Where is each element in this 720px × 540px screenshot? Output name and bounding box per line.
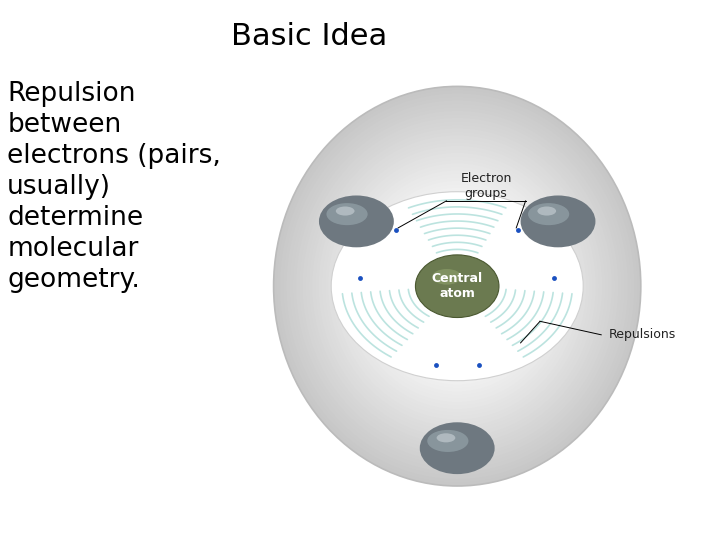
Text: Repulsion
between
electrons (pairs,
usually)
determine
molecular
geometry.: Repulsion between electrons (pairs, usua… [7,81,221,293]
Ellipse shape [344,163,570,409]
Ellipse shape [521,195,595,247]
Ellipse shape [354,174,560,399]
Ellipse shape [283,97,631,476]
Ellipse shape [276,90,638,483]
Ellipse shape [326,203,368,225]
Ellipse shape [289,104,625,469]
Ellipse shape [338,157,577,416]
Ellipse shape [383,205,531,367]
Ellipse shape [402,226,513,346]
Ellipse shape [348,167,567,406]
Ellipse shape [312,129,602,444]
Text: Repulsions: Repulsions [608,328,675,341]
Ellipse shape [300,114,615,458]
Ellipse shape [287,100,628,472]
Ellipse shape [293,107,621,465]
Ellipse shape [373,195,541,377]
Ellipse shape [427,430,469,452]
Ellipse shape [377,198,538,374]
Ellipse shape [392,216,522,356]
Ellipse shape [315,132,599,441]
Ellipse shape [364,184,551,388]
Ellipse shape [379,202,535,370]
Ellipse shape [302,118,612,455]
Ellipse shape [341,160,573,413]
Ellipse shape [399,223,516,349]
Ellipse shape [357,177,557,395]
Ellipse shape [306,122,608,451]
Ellipse shape [328,146,586,427]
Ellipse shape [436,433,455,442]
Ellipse shape [335,153,580,420]
Ellipse shape [325,143,590,430]
Text: Basic Idea: Basic Idea [231,22,388,51]
Ellipse shape [280,93,634,479]
Ellipse shape [390,212,525,360]
Ellipse shape [274,86,641,486]
Ellipse shape [309,125,606,448]
Ellipse shape [331,150,583,423]
Text: Electron
groups: Electron groups [460,172,512,200]
Ellipse shape [432,269,462,285]
Ellipse shape [396,219,518,353]
Ellipse shape [420,422,495,474]
Ellipse shape [537,206,556,215]
Ellipse shape [318,136,596,437]
Ellipse shape [351,170,564,402]
Ellipse shape [415,255,499,318]
Ellipse shape [370,191,544,381]
Ellipse shape [336,206,354,215]
Ellipse shape [366,188,548,384]
Ellipse shape [331,192,583,381]
Ellipse shape [296,111,618,462]
Ellipse shape [319,195,394,247]
Ellipse shape [360,181,554,392]
Text: Central
atom: Central atom [431,272,483,300]
Ellipse shape [528,203,570,225]
Ellipse shape [386,209,528,363]
Ellipse shape [322,139,593,434]
